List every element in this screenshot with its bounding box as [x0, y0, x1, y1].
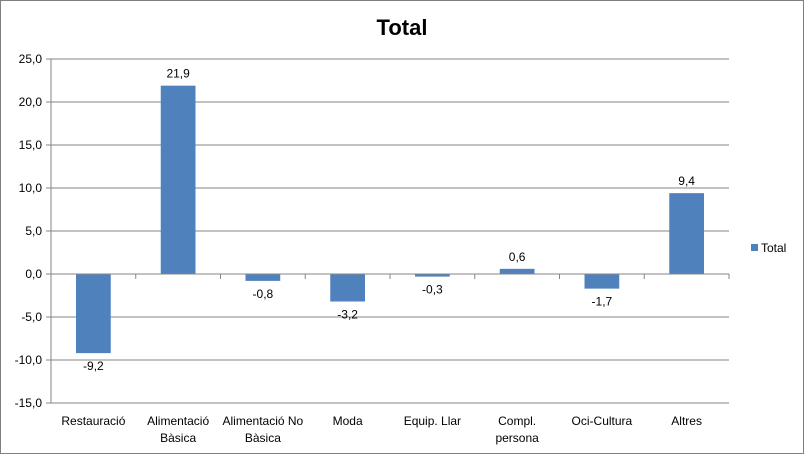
category-label: Altres [671, 414, 702, 428]
legend-swatch-total [751, 244, 758, 251]
category-label: Oci-Cultura [572, 414, 633, 428]
bars: -9,2 21,9 -0,8 -3,2 -0,3 0,6 -1,7 9,4 [76, 67, 704, 373]
y-tick-label: -5,0 [21, 310, 42, 324]
data-label: 21,9 [166, 67, 190, 81]
y-tick-label: -15,0 [15, 396, 43, 410]
bar [499, 268, 535, 274]
bar [245, 274, 281, 281]
y-tick-label: 15,0 [19, 138, 43, 152]
category-label: Alimentació Bàsica [147, 414, 209, 445]
category-label: Equip. Llar [404, 414, 461, 428]
legend-label-total: Total [761, 241, 786, 255]
y-tick-label: 20,0 [19, 95, 43, 109]
bar [160, 85, 196, 274]
data-label: -3,2 [337, 308, 358, 322]
data-label: -9,2 [83, 359, 104, 373]
bar [330, 274, 365, 302]
y-tick-label: -10,0 [15, 353, 43, 367]
gridlines [51, 58, 729, 404]
data-label: -0,3 [422, 283, 443, 297]
y-tick-label: 0,0 [25, 267, 42, 281]
y-tick-label: 5,0 [25, 224, 42, 238]
category-label: Moda [333, 414, 363, 428]
legend: Total [751, 241, 786, 255]
data-label: 9,4 [678, 174, 695, 188]
category-label: Alimentació No Bàsica [223, 414, 304, 445]
bar [584, 274, 620, 289]
y-axis: 25,0 20,0 15,0 10,0 5,0 0,0 -5,0 -10,0 -15,0 [15, 52, 52, 410]
y-tick-label: 25,0 [19, 52, 43, 66]
y-tick-label: 10,0 [19, 181, 43, 195]
category-label: Restauració [61, 414, 125, 428]
x-axis: Restauració Alimentació Bàsica Alimentació … [50, 273, 730, 445]
data-label: -0,8 [253, 287, 274, 301]
category-label: Compl. persona [495, 414, 539, 445]
bar [76, 274, 111, 354]
data-label: -1,7 [592, 295, 613, 309]
bar [669, 193, 704, 274]
data-label: 0,6 [509, 250, 526, 264]
bar [415, 274, 450, 277]
chart-title: Total [377, 15, 428, 40]
